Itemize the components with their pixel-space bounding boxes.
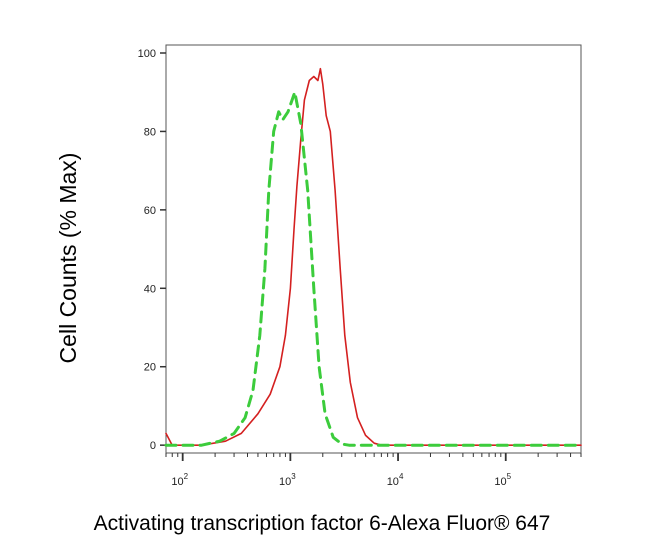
x-tick-label: 103 [279,472,296,488]
series-layer [164,67,583,447]
y-tick-label: 60 [144,205,156,217]
x-axis-title: Activating transcription factor 6-Alexa … [94,512,551,535]
y-axis-title: Cell Counts (% Max) [55,153,81,364]
x-tick-label: 104 [387,472,404,488]
y-tick-label: 100 [138,48,156,60]
sample-series-line [165,67,582,446]
x-tick-label: 102 [171,472,188,488]
y-tick-label: 20 [144,362,156,374]
y-tick-label: 40 [144,283,156,295]
x-axis-ticks: 102 103 104 105 [165,453,582,488]
plot-frame [165,44,582,454]
control-series-line [164,90,583,447]
y-tick-label: 0 [150,440,156,452]
y-tick-label: 80 [144,126,156,138]
x-tick-label: 105 [494,472,511,488]
y-axis-ticks: 0 20 40 60 80 100 [138,48,166,452]
